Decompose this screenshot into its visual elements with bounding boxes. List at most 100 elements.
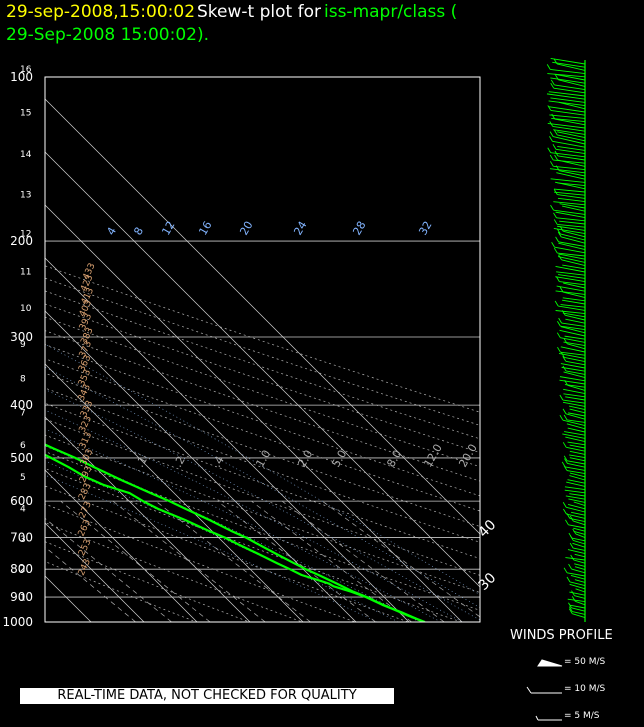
wind-barb-flag (566, 513, 571, 519)
wind-barb (550, 97, 586, 103)
wind-barb (550, 109, 586, 116)
wind-barb (555, 148, 586, 155)
dry-adiabat (45, 290, 480, 440)
dry-adiabat (45, 265, 480, 413)
wind-barb (563, 230, 586, 238)
wind-barb (567, 479, 586, 484)
wind-barb (569, 583, 586, 590)
height-km-label: 4 (20, 504, 26, 514)
wind-barb-flag (550, 79, 555, 86)
height-km-label: 16 (20, 65, 32, 75)
dry-adiabat (45, 541, 251, 622)
wind-barb (574, 566, 586, 571)
mixing-ratio-label: 8.0 (384, 448, 404, 470)
wind-barb-flag (550, 82, 555, 89)
wind-barb-flag (553, 247, 558, 254)
wind-barb (548, 106, 586, 113)
wind-key-50-label: = 50 M/S (564, 657, 606, 667)
wind-barb (573, 501, 586, 507)
dry-adiabat-label: 263 (77, 518, 93, 538)
wind-barb-flag (563, 338, 568, 345)
dry-adiabat (45, 303, 480, 454)
wind-barb (563, 388, 586, 395)
wind-barb (566, 470, 586, 475)
wind-barb (567, 598, 586, 603)
wind-barb (556, 217, 586, 222)
wind-barb (562, 433, 586, 439)
pressure-tick-label: 300 (10, 330, 33, 344)
wind-barb (562, 264, 586, 270)
wind-barb (553, 201, 586, 206)
wind-barb (558, 274, 586, 279)
wind-barb (568, 498, 586, 503)
pressure-tick-label: 200 (10, 234, 33, 248)
pressure-tick-label: 500 (10, 451, 33, 465)
wind-barb (565, 466, 586, 471)
wind-barb-flag (558, 254, 562, 261)
wind-barb (572, 613, 586, 619)
dry-adiabat (45, 402, 480, 559)
wind-barb (556, 63, 586, 71)
wind-barb (556, 285, 586, 292)
height-km-label: 6 (20, 441, 26, 451)
wind-barb (548, 100, 586, 107)
wind-key-10-label: = 10 M/S (564, 684, 606, 694)
wind-barb (556, 172, 586, 180)
wind-barb (562, 205, 586, 212)
wind-barb (561, 366, 586, 372)
pressure-tick-label: 900 (10, 590, 33, 604)
wind-barb (559, 281, 586, 286)
wind-key-10-glyph (526, 686, 562, 694)
mixing-ratio-line (60, 500, 211, 622)
wind-barb-flag (549, 131, 554, 137)
mixing-ratio-line (251, 500, 412, 622)
wind-barb (562, 291, 586, 299)
isotherm (45, 310, 357, 622)
wind-barb (564, 431, 586, 436)
height-km-label: 2 (20, 565, 26, 575)
wind-barb (565, 436, 586, 443)
wind-barb (566, 481, 586, 487)
wind-barb-flag (559, 414, 564, 421)
wind-barb (567, 504, 586, 510)
wind-barb (574, 595, 586, 599)
moist-adiabat (45, 428, 441, 622)
wind-barb (565, 557, 586, 561)
moist-adiabat-label: 20 (237, 219, 255, 238)
wind-barb (563, 371, 586, 379)
height-km-label: 5 (20, 473, 26, 483)
winds-profile-title: WINDS PROFILE (510, 628, 613, 643)
mixing-ratio-line (155, 500, 311, 622)
wind-barb (552, 140, 586, 148)
wind-barb (569, 493, 586, 497)
header: 29-sep-2008,15:00:02 Skew-t plot for iss… (0, 0, 644, 48)
wind-barb (555, 276, 586, 283)
mixing-ratio-label: .1 (133, 454, 150, 470)
wind-barb (559, 376, 586, 382)
wind-barb (560, 363, 586, 369)
moist-adiabat (45, 343, 480, 596)
wind-barb (549, 114, 586, 119)
wind-barb-flag (551, 241, 555, 248)
wind-barb-flag (563, 508, 567, 515)
dry-adiabat (45, 503, 357, 622)
wind-barb (567, 441, 586, 446)
wind-barb (573, 559, 586, 564)
dry-adiabat-label: 253 (77, 538, 93, 558)
header-line2: 29-Sep-2008 15:00:02). (6, 25, 209, 45)
wind-barb (550, 57, 586, 65)
isotherm-label: 30 (476, 570, 500, 594)
wind-barb (564, 489, 586, 494)
wind-barb (553, 209, 586, 215)
pressure-tick-label: 100 (10, 70, 33, 84)
wind-barb (567, 460, 586, 465)
height-km-label: 3 (20, 535, 26, 545)
wind-barb (557, 131, 586, 139)
wind-barb (559, 170, 586, 177)
pressure-tick-label: 700 (10, 531, 33, 545)
wind-barb (561, 259, 586, 267)
height-km-label: 12 (20, 229, 31, 239)
wind-barb (554, 246, 586, 254)
wind-barb (553, 136, 586, 145)
dry-adiabat (45, 418, 480, 576)
